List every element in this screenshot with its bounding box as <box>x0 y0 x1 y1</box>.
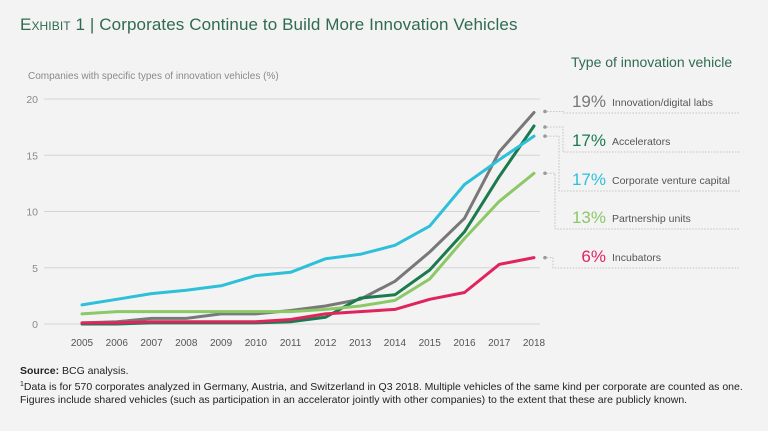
source-label: Source: <box>20 365 60 377</box>
chart-title: Exhibit 1 | Corporates Continue to Build… <box>20 15 518 35</box>
x-tick-label: 2016 <box>453 338 476 349</box>
x-tick-label: 2010 <box>245 338 268 349</box>
x-tick-label: 2008 <box>175 338 198 349</box>
legend-connector-dot <box>543 134 547 138</box>
legend-label: Partnership units <box>612 213 691 225</box>
x-tick-label: 2006 <box>106 338 129 349</box>
legend-label: Corporate venture capital <box>612 175 730 187</box>
y-tick-label: 10 <box>26 207 38 219</box>
legend-connector-line <box>547 126 740 153</box>
x-tick-label: 2005 <box>71 338 94 349</box>
series-line-corporate-venture-capital <box>80 134 536 307</box>
title-separator: | <box>89 15 95 34</box>
source-text: BCG analysis. <box>62 365 129 377</box>
legend-value: 6% <box>581 247 606 266</box>
note-marker: 1 <box>20 381 24 388</box>
legend-label: Innovation/digital labs <box>612 97 713 109</box>
legend-connector-dot <box>543 171 547 176</box>
y-tick-label: 0 <box>32 319 38 331</box>
note-text: Data is for 570 corporates analyzed in G… <box>20 381 743 406</box>
footer: Source: BCG analysis. 1Data is for 570 c… <box>20 365 755 407</box>
x-tick-label: 2014 <box>384 338 407 349</box>
x-tick-label: 2012 <box>314 338 337 349</box>
legend-value: 19% <box>572 92 606 111</box>
y-tick-label: 5 <box>32 263 38 275</box>
legend-value: 13% <box>572 208 606 227</box>
legend-connector-dot <box>543 255 547 260</box>
x-tick-label: 2017 <box>488 338 511 349</box>
y-tick-label: 20 <box>26 94 38 106</box>
legend-connector-dot <box>543 125 547 129</box>
legend-connector-line <box>547 257 740 269</box>
legend-label: Incubators <box>612 252 661 264</box>
y-tick-label: 15 <box>26 150 38 162</box>
legend-connector-line <box>547 111 740 114</box>
legend-connector-dot <box>543 109 547 114</box>
exhibit-label: Exhibit 1 <box>20 15 86 34</box>
legend-label: Accelerators <box>612 136 670 148</box>
x-tick-label: 2015 <box>419 338 442 349</box>
x-tick-label: 2018 <box>523 338 546 349</box>
x-tick-label: 2011 <box>280 338 302 349</box>
legend-value: 17% <box>572 170 606 189</box>
y-axis-label: Companies with specific types of innovat… <box>28 71 279 82</box>
legend-value: 17% <box>572 131 606 150</box>
series-line-innovation-digital-labs <box>80 111 536 325</box>
title-text: Corporates Continue to Build More Innova… <box>99 15 518 34</box>
legend-connector-line <box>547 172 740 230</box>
series-line-partnership-units <box>80 171 536 316</box>
legend-title: Type of innovation vehicle <box>571 54 733 70</box>
x-tick-label: 2009 <box>210 338 233 349</box>
series-line-incubators <box>80 256 536 325</box>
x-tick-label: 2013 <box>349 338 372 349</box>
legend-connector-line <box>547 135 740 192</box>
x-tick-label: 2007 <box>140 338 163 349</box>
